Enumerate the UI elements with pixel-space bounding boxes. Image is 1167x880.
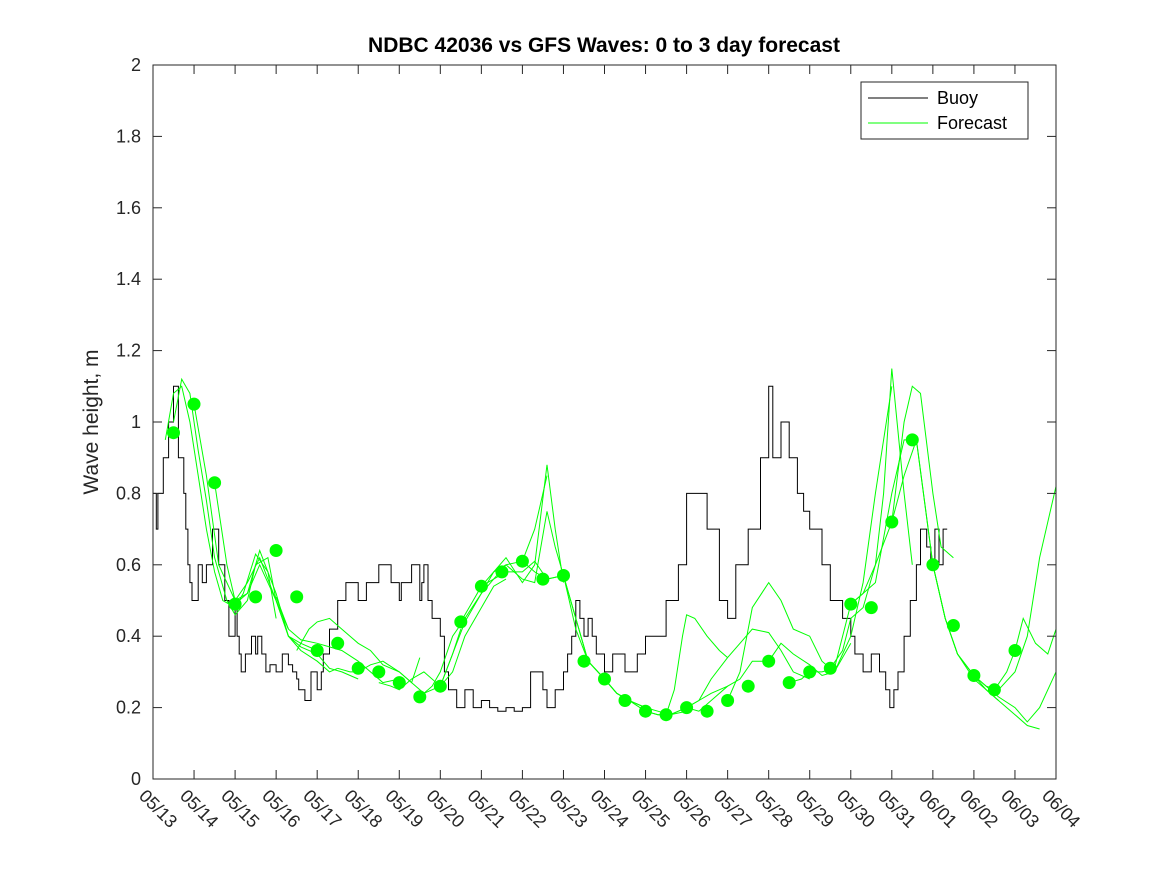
legend: Buoy Forecast [860, 81, 1029, 140]
y-tick-label: 0.6 [116, 555, 141, 575]
forecast-marker [967, 669, 981, 682]
forecast-marker [700, 704, 714, 718]
forecast-marker [454, 615, 468, 629]
forecast-marker [721, 694, 735, 707]
forecast-marker [167, 426, 180, 440]
forecast-marker [803, 665, 817, 679]
forecast-marker [413, 690, 427, 704]
forecast-marker [433, 679, 447, 693]
y-tick-label: 1.4 [116, 269, 141, 289]
forecast-marker [864, 601, 878, 615]
buoy-line [153, 385, 948, 712]
forecast-markers [167, 397, 1022, 722]
forecast-run-line-1 [173, 377, 289, 630]
forecast-marker [844, 597, 858, 611]
forecast-run-line-18 [686, 628, 810, 709]
forecast-marker [351, 661, 365, 675]
forecast-marker [331, 636, 345, 650]
forecast-marker [680, 701, 694, 715]
y-tick-label: 0.4 [116, 626, 141, 646]
forecast-marker [310, 644, 324, 657]
y-tick-label: 1.8 [116, 126, 141, 146]
legend-box [860, 81, 1029, 140]
legend-label-forecast: Forecast [937, 113, 1007, 133]
forecast-marker [598, 672, 611, 686]
forecast-marker [290, 590, 304, 604]
forecast-run-line-3 [214, 482, 338, 673]
forecast-run-line-26 [973, 486, 1057, 691]
forecast-marker [659, 708, 673, 722]
forecast-marker [926, 558, 940, 572]
y-axis-label: Wave height, m [80, 349, 103, 494]
forecast-run-line-22 [829, 385, 954, 669]
forecast-run-line-0 [164, 385, 277, 619]
chart-title: NDBC 42036 vs GFS Waves: 0 to 3 day fore… [368, 34, 840, 57]
forecast-marker [557, 569, 570, 582]
forecast-marker [618, 694, 632, 707]
forecast-marker [372, 665, 386, 679]
forecast-run-line-10 [439, 464, 564, 687]
forecast-run-line-27 [993, 616, 1057, 691]
forecast-marker [782, 676, 796, 690]
forecast-marker [762, 654, 776, 668]
y-tick-label: 1.6 [116, 198, 141, 218]
buoy-series [153, 385, 948, 712]
forecast-marker [187, 397, 201, 411]
forecast-marker [823, 661, 837, 675]
forecast-marker [741, 679, 755, 693]
forecast-marker [228, 597, 242, 611]
forecast-run-line-17 [665, 614, 728, 715]
forecast-run-line-4 [234, 548, 359, 680]
forecast-marker [249, 590, 263, 604]
forecast-marker [536, 572, 550, 586]
y-tick-label: 0.2 [116, 698, 141, 718]
y-tick-label: 1.2 [116, 341, 141, 361]
forecast-marker [577, 654, 591, 668]
forecast-marker [515, 554, 529, 568]
forecast-marker [392, 676, 406, 690]
forecast-marker [495, 565, 509, 579]
forecast-marker [208, 476, 222, 490]
legend-label-buoy: Buoy [937, 88, 978, 108]
y-axis-ticks: 0 0.2 0.4 0.6 0.8 1 1.2 1.4 1.6 1.8 2 [116, 55, 1056, 789]
y-tick-label: 0.8 [116, 483, 141, 503]
forecast-marker [1008, 644, 1022, 657]
forecast-marker [639, 704, 652, 718]
forecast-marker [474, 579, 488, 593]
forecast-marker [885, 515, 899, 529]
y-tick-label: 1 [131, 412, 141, 432]
forecast-marker [269, 544, 283, 557]
forecast-marker [946, 619, 960, 632]
y-tick-label: 2 [131, 55, 141, 75]
forecast-marker [987, 683, 1001, 697]
forecast-marker [905, 433, 919, 447]
y-tick-label: 0 [131, 769, 141, 789]
